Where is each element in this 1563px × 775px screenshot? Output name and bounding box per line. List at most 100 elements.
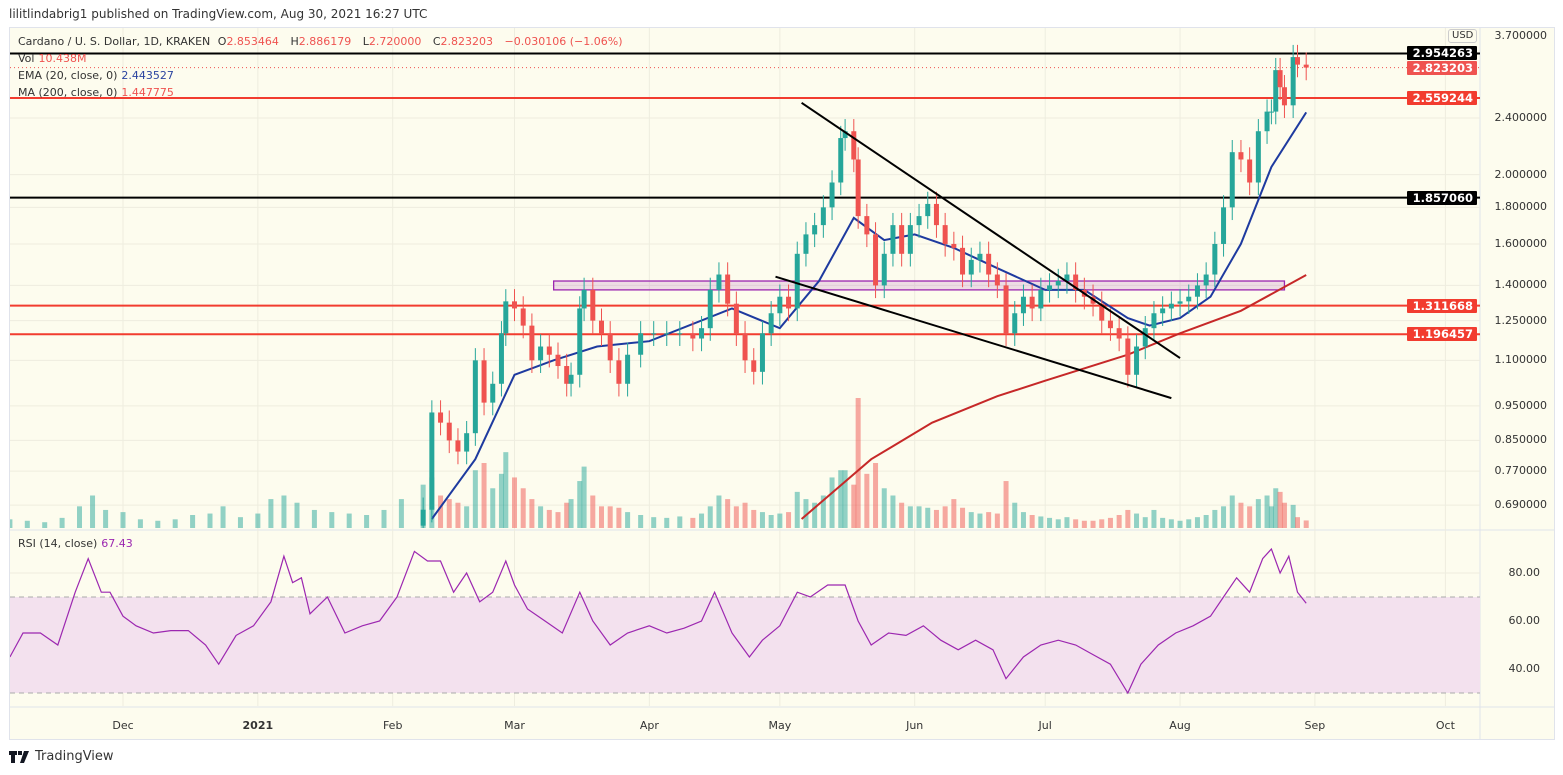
price-level-tag: 2.823203 <box>1407 61 1477 75</box>
volume-value: 10.438M <box>38 52 87 65</box>
volume-bar <box>564 502 570 528</box>
price-tick-label: 1.600000 <box>1494 236 1548 250</box>
ma-value: 1.447775 <box>121 86 174 99</box>
volume-bar <box>925 507 931 528</box>
candle-body <box>881 253 887 286</box>
volume-bar <box>599 506 604 528</box>
candle-body <box>707 289 713 329</box>
volume-bar <box>190 515 196 528</box>
candle-body <box>1047 285 1053 290</box>
time-tick-label: 2021 <box>242 719 274 732</box>
price-tick-label: 0.690000 <box>1494 498 1548 512</box>
time-tick-label: May <box>768 719 792 732</box>
currency-label[interactable]: USD <box>1448 29 1478 43</box>
volume-bar <box>538 506 544 528</box>
time-tick-label: Feb <box>382 719 403 732</box>
volume-bar <box>1038 516 1044 528</box>
volume-bar <box>1221 506 1227 528</box>
candle-body <box>581 289 587 309</box>
volume-bar <box>977 513 983 528</box>
volume-bar <box>207 513 213 528</box>
candle-body <box>446 422 452 441</box>
price-tick-label: 0.770000 <box>1494 464 1548 478</box>
volume-bar <box>77 506 82 528</box>
candle-body <box>520 308 526 326</box>
close-number: 2.823203 <box>440 35 494 48</box>
volume-bar <box>616 507 622 528</box>
candle-body <box>568 374 574 384</box>
volume-label: Vol <box>18 52 35 65</box>
time-tick-label: Jun <box>906 719 924 732</box>
volume-bar <box>1116 515 1122 528</box>
volume-bar <box>568 499 574 528</box>
resistance-zone <box>553 280 1286 291</box>
volume-bar <box>490 488 496 528</box>
candle-body <box>890 225 896 254</box>
volume-bar <box>481 463 487 528</box>
low-label: L <box>362 35 369 48</box>
candle-body <box>1247 159 1253 183</box>
volume-bar <box>1012 502 1018 528</box>
volume-bar <box>803 499 809 528</box>
ema-value: 2.443527 <box>121 69 174 82</box>
candle-body <box>472 360 478 434</box>
volume-bar <box>864 473 870 528</box>
volume-bar <box>759 512 765 528</box>
candle-body <box>751 360 757 372</box>
close-label: C <box>432 35 441 48</box>
candle-body <box>1303 64 1309 68</box>
candle-body <box>538 346 544 361</box>
volume-bar <box>381 509 387 528</box>
candle-body <box>733 303 739 334</box>
volume-bar <box>986 512 992 528</box>
volume-bar <box>725 499 731 528</box>
candle-body <box>986 253 992 275</box>
rsi-value: 67.43 <box>101 537 133 550</box>
volume-bar <box>1099 519 1105 528</box>
candle-body <box>899 225 905 254</box>
candle-body <box>716 274 722 290</box>
candle-body <box>1229 152 1235 208</box>
volume-bar <box>994 513 1000 528</box>
candle-body <box>1107 320 1113 329</box>
tradingview-logo[interactable]: TradingView <box>9 749 114 764</box>
volume-bar <box>255 513 261 528</box>
volume-bar <box>1055 519 1061 528</box>
volume-bar <box>751 509 757 528</box>
volume-bar <box>777 513 783 528</box>
volume-bar <box>529 499 535 528</box>
candle-body <box>590 289 596 321</box>
volume-bar <box>651 517 657 528</box>
volume-bar <box>1168 519 1174 528</box>
volume-bar <box>329 512 335 528</box>
volume-bar <box>472 470 478 528</box>
rsi-tick-label: 80.00 <box>1508 566 1541 579</box>
candle-body <box>1029 296 1035 309</box>
ma200-line <box>800 274 1307 520</box>
candle-body <box>651 333 657 335</box>
open-value: O2.853464 <box>218 35 283 48</box>
candle-body <box>1268 111 1274 113</box>
candle-body <box>829 182 835 208</box>
published-note: lilitlindabrig1 published on TradingView… <box>9 7 428 21</box>
volume-bar <box>1160 517 1166 528</box>
candle-body <box>490 383 496 403</box>
volume-bar <box>220 506 226 528</box>
volume-bar <box>1303 520 1309 528</box>
candle-body <box>742 333 748 361</box>
candle-body <box>960 247 966 275</box>
price-tick-label: 3.700000 <box>1494 29 1548 42</box>
symbol-name: Cardano / U. S. Dollar, 1D, KRAKEN <box>18 35 211 48</box>
volume-bar <box>10 519 13 528</box>
candle-body <box>438 412 444 423</box>
candle-body <box>1134 346 1140 375</box>
candle-body <box>1064 274 1070 282</box>
volume-bar <box>1229 495 1235 528</box>
trendline <box>775 275 1172 400</box>
candle-body <box>873 234 879 286</box>
candle-body <box>842 131 848 139</box>
volume-bar <box>838 470 844 528</box>
candle-body <box>1255 131 1261 183</box>
volume-bar <box>794 491 800 528</box>
